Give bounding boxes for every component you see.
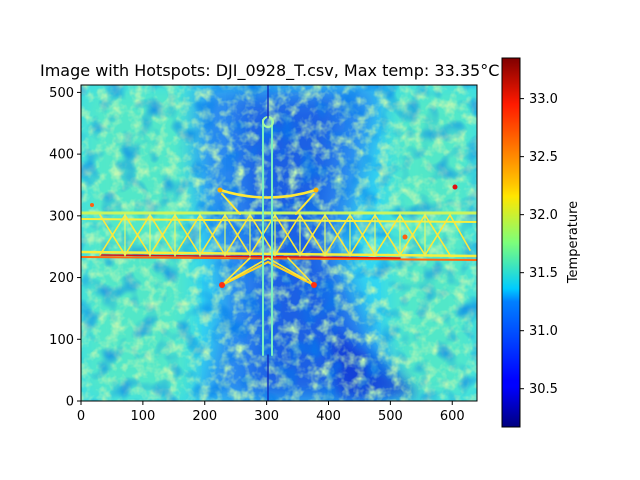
y-tick-label: 0 [66, 395, 74, 410]
colorbar-label: Temperature [566, 201, 581, 284]
y-axis: 0 100 200 300 400 500 [49, 86, 81, 410]
x-tick-label: 200 [192, 409, 217, 424]
colorbar-tick-label: 31.0 [529, 324, 558, 339]
colorbar [501, 57, 521, 428]
x-tick-label: 100 [130, 409, 155, 424]
colorbar-tick-label: 31.5 [529, 266, 558, 281]
y-tick-label: 400 [49, 148, 74, 163]
y-tick-label: 500 [49, 86, 74, 101]
bridge-structure [81, 85, 477, 401]
x-tick-label: 0 [77, 409, 85, 424]
y-tick-label: 100 [49, 333, 74, 348]
x-tick-label: 500 [378, 409, 403, 424]
colorbar-tick-label: 30.5 [529, 382, 558, 397]
x-tick-label: 400 [316, 409, 341, 424]
heatmap-image [81, 85, 477, 401]
colorbar-tick-label: 32.5 [529, 150, 558, 165]
colorbar-axis: 30.5 31.0 31.5 32.0 32.5 33.0 [520, 92, 558, 397]
plot-frame [80, 84, 478, 402]
x-tick-label: 300 [254, 409, 279, 424]
x-tick-label: 600 [440, 409, 465, 424]
chart-title: Image with Hotspots: DJI_0928_T.csv, Max… [40, 61, 499, 81]
y-tick-label: 300 [49, 209, 74, 224]
colorbar-tick-label: 33.0 [529, 92, 558, 107]
x-axis: 0 100 200 300 400 500 600 [77, 401, 465, 424]
y-tick-label: 200 [49, 271, 74, 286]
colorbar-tick-label: 32.0 [529, 208, 558, 223]
